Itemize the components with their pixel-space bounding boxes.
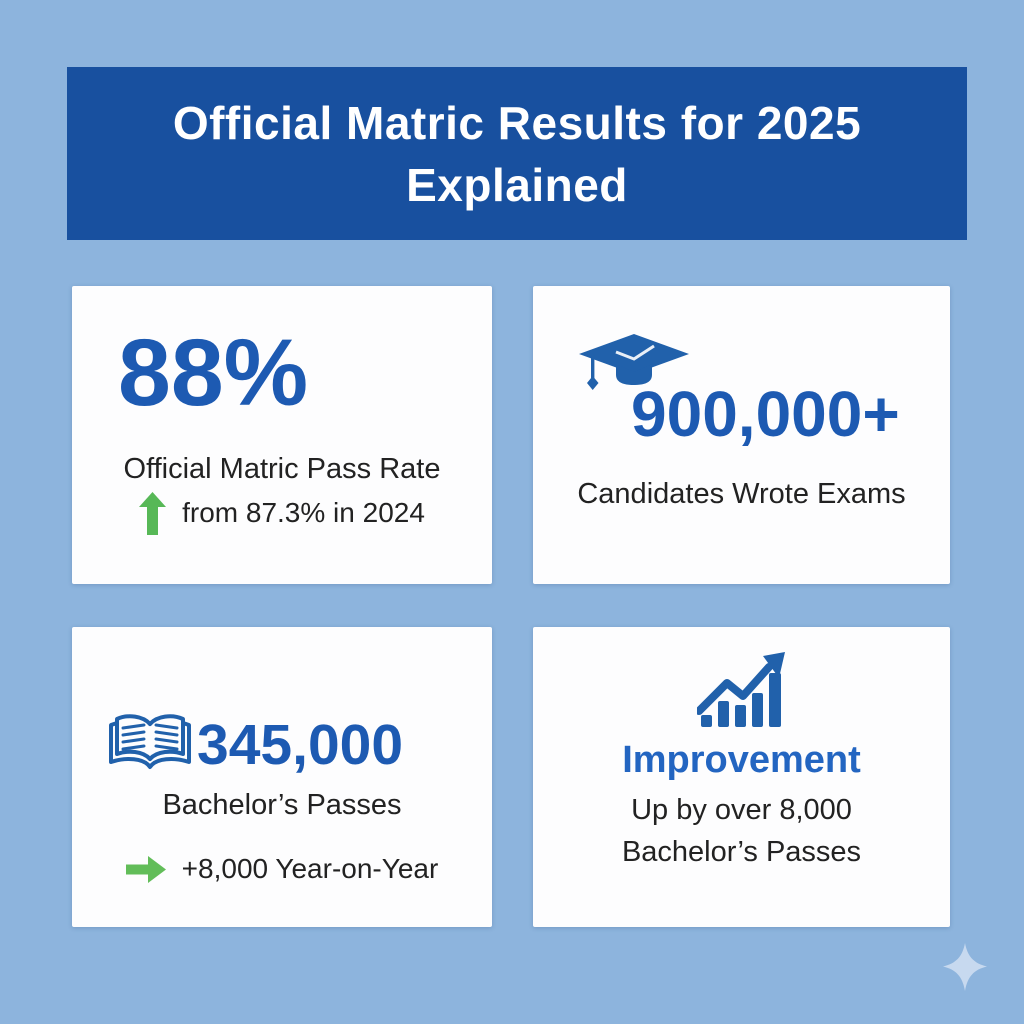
pass-rate-label: Official Matric Pass Rate xyxy=(123,453,441,485)
card-pass-rate: 88% Official Matric Pass Rate from 87.3%… xyxy=(72,286,492,584)
card-bachelors-passes: 345,000 Bachelor’s Passes +8,000 Year-on… xyxy=(72,627,492,927)
bar-chart-up-icon xyxy=(533,649,950,729)
pass-rate-value: 88% xyxy=(118,320,309,426)
bachelors-trend: +8,000 Year-on-Year xyxy=(72,845,492,893)
right-arrow-icon xyxy=(125,855,166,883)
sparkle-icon xyxy=(941,942,989,992)
bachelors-label: Bachelor’s Passes xyxy=(162,789,402,821)
graduation-cap-icon xyxy=(578,333,690,391)
header-banner: Official Matric Results for 2025 Explain… xyxy=(67,67,967,240)
candidates-label: Candidates Wrote Exams xyxy=(577,478,906,510)
candidates-value: 900,000+ xyxy=(631,378,900,450)
bachelors-value: 345,000 xyxy=(197,713,404,777)
improvement-line1: Up by over 8,000 xyxy=(631,794,852,826)
card-improvement: Improvement Up by over 8,000 Bachelor’s … xyxy=(533,627,950,927)
up-arrow-icon xyxy=(139,491,167,535)
improvement-title: Improvement xyxy=(622,739,861,781)
header-title-line1: Official Matric Results for 2025 xyxy=(172,96,862,149)
pass-rate-trend: from 87.3% in 2024 xyxy=(72,490,492,536)
header-title-line2: Explained xyxy=(406,158,628,211)
card-candidates: 900,000+ Candidates Wrote Exams xyxy=(533,286,950,584)
bachelors-trend-text: +8,000 Year-on-Year xyxy=(181,853,439,884)
pass-rate-trend-text: from 87.3% in 2024 xyxy=(182,497,425,528)
open-book-icon xyxy=(108,711,192,773)
improvement-line2: Bachelor’s Passes xyxy=(621,836,862,868)
